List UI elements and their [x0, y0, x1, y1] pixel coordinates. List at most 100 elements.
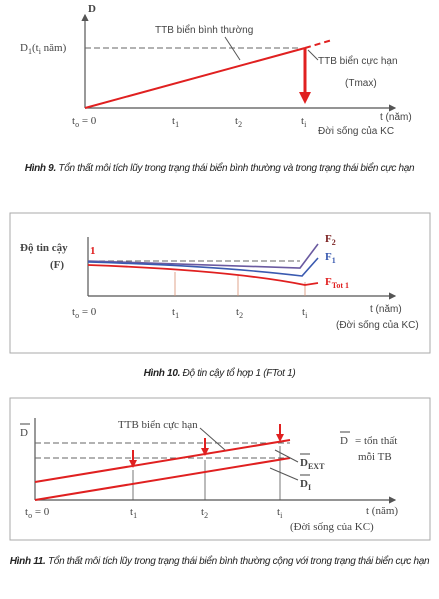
ti: ti	[277, 506, 283, 520]
caption-text: Tổn thất môi tích lũy trong trạng thái b…	[48, 556, 430, 567]
y-label: Độ tin cậy	[20, 242, 68, 254]
text-part: t	[72, 115, 75, 127]
text-part: o	[28, 511, 32, 520]
caption-label: Hình 9.	[24, 163, 57, 174]
text-part: t	[235, 115, 238, 127]
caption-label: Hình 11.	[9, 556, 46, 567]
text-part: t	[130, 506, 133, 518]
f2-label: F2	[325, 233, 336, 247]
curve-f1	[87, 257, 319, 277]
text-part: EXT	[308, 462, 325, 471]
caption-10: Hình 10. Độ tin cậy tổ hợp 1 (FTot 1)	[8, 366, 431, 381]
text-part: i	[39, 47, 42, 56]
text-part: I	[308, 483, 311, 492]
text-part: 1	[175, 311, 179, 320]
text-part: 1	[133, 511, 137, 520]
figure-9: D D1(ti năm) TTB biển bình thường TTB bi…	[20, 3, 412, 137]
t-axis: t (năm)	[366, 505, 398, 517]
text-part: F	[325, 276, 332, 288]
label-extreme: TTB biển cực hạn	[318, 55, 398, 67]
figure-11: D TTB biển cực hạn D = tổn thất mỗi TB D…	[9, 397, 431, 541]
t2: t2	[236, 306, 243, 320]
text-part: 2	[332, 238, 336, 247]
text-part: t	[301, 115, 304, 127]
text-part: t	[277, 506, 280, 518]
text-part: 2	[204, 511, 208, 520]
f1-label: F1	[325, 251, 336, 265]
text-part: 2	[238, 120, 242, 129]
red-line	[34, 457, 291, 501]
text-part: năm)	[41, 42, 67, 54]
red-line	[84, 47, 306, 109]
leader	[224, 36, 241, 61]
y-label: D	[88, 3, 96, 15]
text-part: t	[201, 506, 204, 518]
text-part: = 0	[79, 306, 97, 318]
text-part: o	[75, 311, 79, 320]
caption-9: Hình 9. Tổn thất môi tích lũy trong trạn…	[8, 161, 431, 176]
t1: t1	[172, 115, 179, 129]
t1: t1	[172, 306, 179, 320]
ftot-label: FTot 1	[325, 276, 349, 290]
frame	[9, 397, 431, 541]
figure-10: Độ tin cậy (F) 1 F2 F1 FTot 1 to = 0 t1 …	[9, 212, 431, 354]
life: (Đời sống của KC)	[290, 521, 374, 533]
text-part: Tot 1	[332, 281, 349, 290]
text-part: t	[302, 306, 305, 318]
ti: ti	[302, 306, 308, 320]
label-normal: TTB biển bình thường	[155, 24, 253, 36]
text-part: t	[172, 306, 175, 318]
label-tmax: (Tmax)	[345, 78, 377, 89]
text-part: 1	[332, 256, 336, 265]
per: mỗi TB	[358, 451, 392, 463]
text-part: t	[25, 506, 28, 518]
loss: = tổn thất	[355, 435, 397, 447]
t0: to = 0	[72, 115, 97, 129]
text-part: o	[75, 120, 79, 129]
text-part: D	[300, 457, 308, 469]
text-part: i	[304, 120, 307, 129]
red-line	[34, 439, 291, 483]
text-part: 1	[28, 47, 32, 56]
label-extreme: TTB biển cực hạn	[118, 419, 198, 431]
text-part: i	[280, 511, 283, 520]
red-dashed	[304, 39, 333, 49]
t-axis: t (năm)	[380, 112, 412, 123]
text-part: t	[172, 115, 175, 127]
life: (Đời sống của KC)	[336, 319, 419, 331]
text-part: = 0	[32, 506, 50, 518]
leader	[307, 49, 319, 61]
text-part: t	[236, 306, 239, 318]
t2: t2	[201, 506, 208, 520]
text-part: (t	[32, 42, 39, 54]
curve-f2	[87, 243, 319, 269]
y-label: D	[20, 427, 28, 439]
caption-text: Tổn thất môi tích lũy trong trạng thái b…	[58, 163, 415, 174]
ti: ti	[301, 115, 307, 129]
frame	[9, 212, 431, 354]
text-part: D	[20, 42, 28, 54]
dext: DEXT	[300, 457, 325, 471]
t2: t2	[235, 115, 242, 129]
text-part: = 0	[79, 115, 97, 127]
life: Đời sống của KC	[318, 125, 394, 137]
dbar: D	[340, 435, 348, 447]
caption-11: Hình 11. Tổn thất môi tích lũy trong trạ…	[8, 554, 431, 569]
t-axis: t (năm)	[370, 304, 402, 315]
f-label: (F)	[50, 259, 64, 271]
t1: t1	[130, 506, 137, 520]
t0: to = 0	[72, 306, 97, 320]
text-part: D	[300, 478, 308, 490]
one-label: 1	[90, 245, 96, 257]
text-part: t	[72, 306, 75, 318]
text-part: 1	[175, 120, 179, 129]
caption-label: Hình 10.	[143, 368, 181, 379]
d1-label: D1(ti năm)	[20, 42, 67, 56]
text-part: 2	[239, 311, 243, 320]
di: DI	[300, 478, 311, 492]
curve-ftot	[87, 264, 319, 286]
leader	[274, 449, 299, 463]
leader	[269, 467, 299, 481]
